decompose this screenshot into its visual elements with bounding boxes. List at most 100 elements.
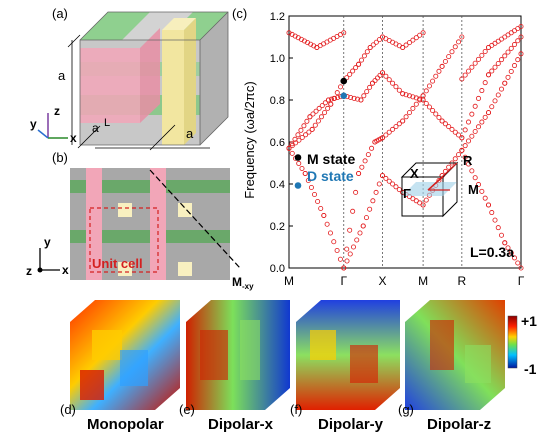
band-point xyxy=(410,105,416,111)
band-point xyxy=(472,175,478,181)
band-point xyxy=(476,56,482,62)
axis-y-label-b: y xyxy=(44,235,51,249)
panel-c: (c) Frequency (ωa/2πc) 0.0 0.2 0.4 0.6 0.8 1.… xyxy=(232,6,525,288)
band-point xyxy=(499,232,505,238)
band-point xyxy=(360,223,366,229)
band-point xyxy=(476,182,482,188)
band-point xyxy=(436,68,442,74)
mode-e-cube xyxy=(186,300,290,410)
band-point xyxy=(515,260,521,266)
band-point xyxy=(423,197,429,203)
band-point xyxy=(505,49,511,55)
band-point xyxy=(304,118,310,124)
y-ticks: 0.0 0.2 0.4 0.6 0.8 1.0 1.2 xyxy=(270,11,293,275)
band-point xyxy=(486,110,492,116)
band-point xyxy=(312,191,318,197)
band-point xyxy=(309,126,315,132)
band-point xyxy=(372,78,378,84)
band-point xyxy=(486,72,492,78)
band-point xyxy=(426,83,432,89)
pink-rod-front xyxy=(80,48,140,123)
band-point xyxy=(293,140,299,146)
band-point xyxy=(400,118,406,124)
mode-e-dipolar-x: (e) Dipolar-x xyxy=(179,300,290,433)
band-point xyxy=(462,127,468,133)
band-point xyxy=(344,258,350,264)
axis-y-label: y xyxy=(30,117,37,131)
band-point xyxy=(433,73,439,79)
band-point xyxy=(420,202,426,208)
x-tick-label: M xyxy=(418,274,428,288)
band-point xyxy=(426,104,432,110)
band-point xyxy=(512,42,518,48)
band-point xyxy=(446,54,452,60)
band-point xyxy=(482,48,488,54)
band-point xyxy=(295,132,301,138)
d-state-marker xyxy=(340,92,348,100)
band-point xyxy=(329,96,335,102)
yellow-rod-side xyxy=(184,18,196,145)
band-point xyxy=(396,187,402,193)
band-point xyxy=(472,103,478,109)
band-point xyxy=(327,230,333,236)
band-point xyxy=(495,60,501,66)
band-point xyxy=(331,95,337,101)
band-point xyxy=(390,181,396,187)
band-point xyxy=(486,202,492,208)
band-point xyxy=(354,237,360,243)
band-point xyxy=(482,80,488,86)
band-point xyxy=(373,189,379,195)
band-point xyxy=(456,132,462,138)
band-point xyxy=(479,119,485,125)
pink-rod-side xyxy=(140,28,160,123)
band-point xyxy=(367,206,373,212)
band-point xyxy=(406,40,412,46)
mode-d-monopolar: (d) Monopolar xyxy=(60,300,180,433)
band-point xyxy=(347,251,353,257)
band-point xyxy=(403,114,409,120)
mode-d-name: Monopolar xyxy=(87,416,164,433)
band-point xyxy=(472,60,478,66)
dim-a-bottom: a xyxy=(186,126,194,141)
k-point-lines xyxy=(343,16,463,268)
band-point xyxy=(350,68,356,74)
band-point xyxy=(286,145,292,151)
band-point xyxy=(456,39,462,45)
band-point xyxy=(410,37,416,43)
panel-b: (b) Unit cell M-xy y z x xyxy=(26,150,254,291)
unit-cell-box xyxy=(89,207,159,273)
panel-b-label: (b) xyxy=(52,150,68,165)
band-point xyxy=(442,59,448,65)
m-xy-label: M-xy xyxy=(232,275,254,291)
panel-a-label: (a) xyxy=(52,6,68,21)
band-point xyxy=(469,111,475,117)
band-point xyxy=(499,86,505,92)
band-point xyxy=(305,177,311,183)
band-point xyxy=(489,104,495,110)
band-point xyxy=(420,93,426,99)
cube-right-face xyxy=(200,12,228,145)
mode-d-letter: (d) xyxy=(60,402,76,417)
band-point xyxy=(301,123,307,129)
unit-cell-label: Unit cell xyxy=(92,256,143,271)
band-point xyxy=(518,265,524,271)
band-point xyxy=(353,189,359,195)
band-point xyxy=(362,158,368,164)
band-point xyxy=(456,152,462,158)
band-point xyxy=(505,245,511,251)
band-point xyxy=(495,92,501,98)
axis-z-label-b: z xyxy=(26,264,32,278)
band-point xyxy=(325,105,331,111)
mode-g-name: Dipolar-z xyxy=(427,416,491,433)
band-point xyxy=(390,80,396,86)
m-state-label: M state xyxy=(307,151,355,167)
band-point xyxy=(386,77,392,83)
yellow-square-4 xyxy=(178,262,192,276)
mode-g-letter: (g) xyxy=(398,402,414,417)
band-point xyxy=(466,138,472,144)
mode-f-letter: (f) xyxy=(290,402,302,417)
band-point xyxy=(393,84,399,90)
band-point xyxy=(515,38,521,44)
band-point xyxy=(413,35,419,41)
